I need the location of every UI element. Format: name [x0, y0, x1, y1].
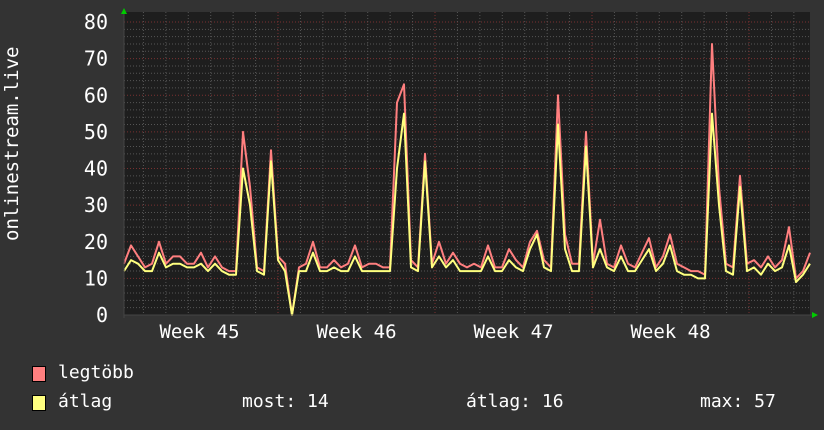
y-tick-label: 0	[96, 303, 108, 327]
x-tick-label: Week 46	[316, 321, 396, 343]
x-tick-label: Week 47	[473, 321, 553, 343]
plot-area	[124, 12, 810, 315]
stat-avg: átlag: 16	[466, 391, 564, 412]
y-tick-label: 20	[84, 230, 108, 254]
y-axis-title: onlinestream.live	[1, 46, 23, 241]
legend-swatch-max	[32, 366, 46, 382]
y-tick-label: 10	[84, 266, 108, 290]
legend-swatch-avg	[32, 395, 46, 411]
y-tick-label: 40	[84, 157, 108, 181]
stat-max: max: 57	[700, 391, 776, 412]
y-axis-arrow-icon	[121, 8, 127, 14]
x-axis-arrow-icon	[812, 312, 818, 318]
x-tick-label: Week 45	[159, 321, 239, 343]
series-line-avg	[123, 112, 811, 316]
stat-now: most: 14	[242, 391, 329, 412]
chart: 0 10 20 30 40 50 60 70 80 Week 45 Week 46 Week 47 We…	[84, 8, 818, 343]
y-tick-label: 80	[84, 10, 108, 34]
y-tick-label: 50	[84, 120, 108, 144]
legend-label-avg: átlag	[58, 391, 113, 412]
y-tick-label: 70	[84, 47, 108, 71]
x-tick-label: Week 48	[630, 321, 710, 343]
y-tick-label: 60	[84, 83, 108, 107]
y-tick-label: 30	[84, 193, 108, 217]
legend-label-max: legtöbb	[58, 362, 134, 383]
